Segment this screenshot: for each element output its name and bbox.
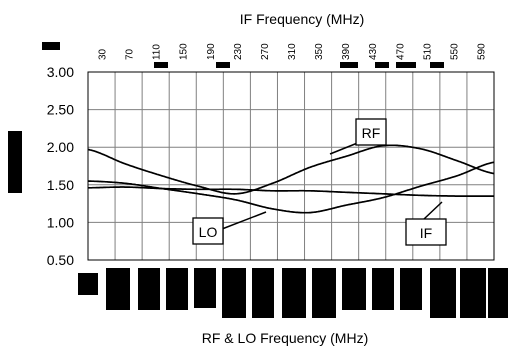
top-tick-label: 350 [314,43,325,60]
top-tick-label: 590 [476,43,487,60]
top-tick-label: 110 [152,44,163,60]
y-tick-label: 0.50 [47,252,74,268]
rf-label-box [355,118,387,146]
redaction-box-left [8,131,22,193]
bottom-block [252,268,274,318]
top-axis-bar [430,62,444,68]
top-tick-label: 470 [395,43,406,60]
bottom-block [78,273,98,295]
top-axis-bar [340,62,358,68]
y-tick-label: 3.00 [47,64,74,80]
y-tick-label: 1.50 [47,177,74,193]
bottom-block [166,268,188,310]
top-axis-bar [216,62,230,68]
top-tick-label: 230 [233,43,244,60]
top-tick-label: 270 [260,43,271,60]
redaction-box-top-left [42,42,60,50]
rf-label: RF [362,125,381,141]
top-axis-bar [154,62,168,68]
top-tick-label: 190 [206,43,217,60]
bottom-block [400,268,422,310]
if-label-leader [423,201,443,220]
top-tick-label: 510 [422,43,433,60]
top-tick-label: 550 [449,43,460,60]
top-axis-ticks: 30 70 110 150 190 230 270 310 350 390 430 470 510 550… [98,43,488,60]
bottom-block [342,268,366,310]
top-axis-bar [375,62,389,68]
bottom-block [222,268,246,318]
series-line-rf [87,144,495,195]
top-tick-label: 150 [179,43,190,60]
bottom-block [430,268,456,318]
series-line-if [88,186,494,197]
lo-label: LO [199,224,218,240]
if-label-box [405,218,447,246]
top-tick-label: 30 [98,48,109,60]
y-axis-ticks: 3.00 2.50 2.00 1.50 1.00 0.50 [47,64,74,268]
lo-label-box [192,217,224,245]
top-axis-bars [154,62,444,68]
y-tick-label: 1.00 [47,214,74,230]
chart-title: IF Frequency (MHz) [240,11,364,27]
plot-frame [87,71,495,261]
y-tick-label: 2.00 [47,139,74,155]
bottom-block [312,268,336,318]
bottom-redaction-blocks [78,268,508,318]
bottom-block [460,268,486,318]
if-label: IF [420,225,432,241]
top-tick-label: 70 [125,48,136,60]
y-tick-label: 2.50 [47,102,74,118]
bottom-block [194,268,216,308]
top-tick-label: 390 [341,43,352,60]
bottom-block [488,268,508,318]
bottom-block [282,268,306,318]
series-lines [87,144,495,214]
bottom-block [372,268,394,310]
bottom-block [138,268,160,310]
lo-label-leader [221,211,267,230]
top-axis-bar [396,62,416,68]
x-axis-label: RF & LO Frequency (MHz) [202,330,368,346]
bottom-block [106,268,130,310]
top-tick-label: 430 [368,43,379,60]
top-tick-label: 310 [287,43,298,60]
